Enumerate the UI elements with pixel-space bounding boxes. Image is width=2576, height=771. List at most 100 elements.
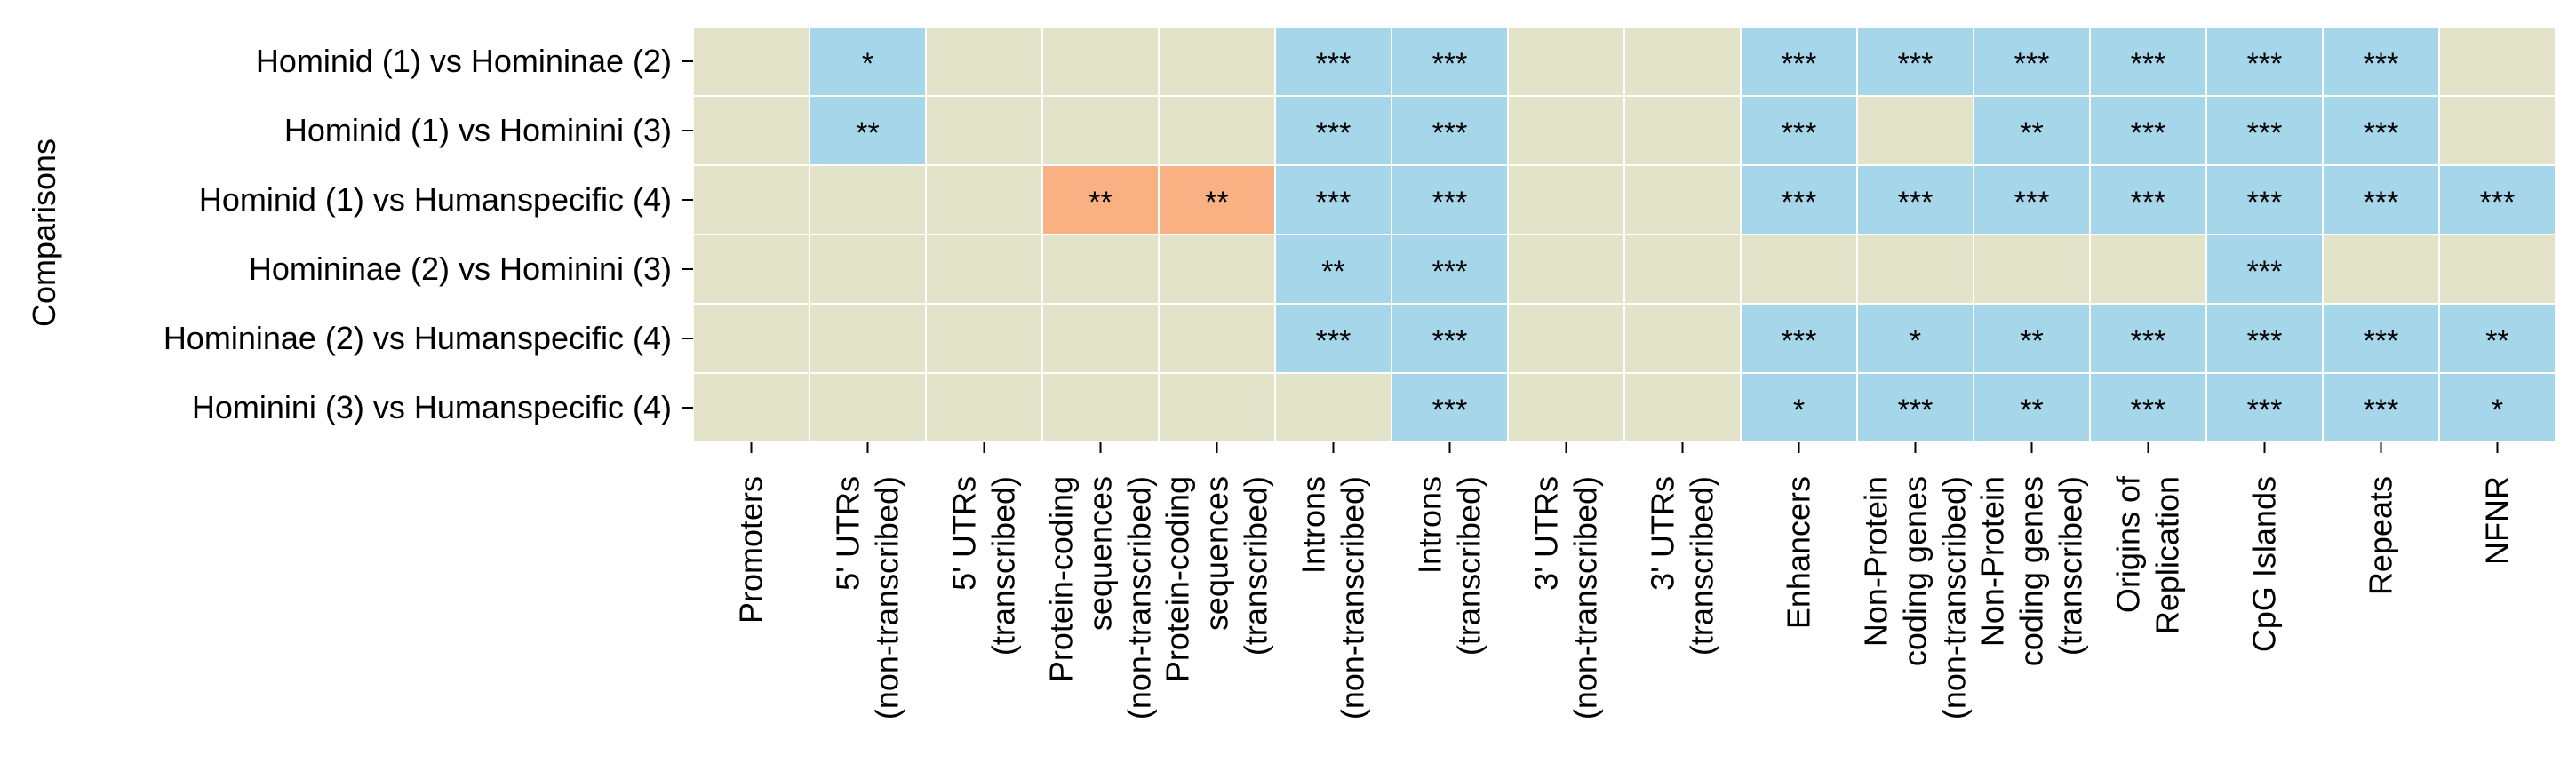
y-tick-label: Hominini (3) vs Humanspecific (4) bbox=[192, 389, 672, 425]
x-tick-label-line: 3' UTRs bbox=[1645, 476, 1681, 591]
heatmap-cell bbox=[2438, 303, 2556, 374]
heatmap-cell bbox=[1973, 95, 2091, 166]
heatmap-cell bbox=[2205, 372, 2324, 443]
cell-annotation: *** bbox=[2131, 47, 2166, 81]
cell-annotation: *** bbox=[2364, 47, 2399, 81]
x-tick-label-line: coding genes bbox=[1897, 476, 1934, 666]
cell-annotation: ** bbox=[2020, 393, 2043, 427]
heatmap-cell bbox=[692, 26, 810, 97]
x-tick-label: Enhancers bbox=[1781, 476, 1817, 629]
cell-annotation: *** bbox=[1316, 116, 1352, 150]
x-tick-label-line: Protein-coding bbox=[1160, 476, 1196, 682]
cell-annotation: ** bbox=[856, 116, 879, 150]
cell-annotation: *** bbox=[2131, 393, 2166, 427]
cell-annotation: ** bbox=[1321, 255, 1344, 289]
x-tick-label: Promoters bbox=[733, 476, 770, 624]
x-tick-label-line: Repeats bbox=[2363, 476, 2399, 595]
cell-annotation: *** bbox=[1898, 186, 1934, 219]
heatmap-cell bbox=[809, 164, 927, 235]
cell-annotation: *** bbox=[1432, 255, 1468, 289]
x-tick-label-line: Enhancers bbox=[1781, 476, 1817, 629]
heatmap-cell bbox=[1041, 164, 1160, 235]
cell-annotation: *** bbox=[2247, 116, 2283, 150]
cell-annotation: *** bbox=[2131, 186, 2166, 219]
heatmap-cell bbox=[1507, 26, 1625, 97]
x-tick-label: 3' UTRs (transcribed) bbox=[1645, 476, 1720, 656]
heatmap-cell bbox=[2322, 234, 2440, 305]
x-tick-label: CpG Islands bbox=[2246, 476, 2283, 652]
cell-annotation: *** bbox=[1782, 116, 1817, 150]
cell-annotation: *** bbox=[1432, 393, 1468, 427]
heatmap-cell bbox=[1856, 234, 1974, 305]
heatmap-cell bbox=[925, 234, 1043, 305]
x-tick-label-line: (non-transcribed) bbox=[1335, 476, 1371, 719]
heatmap-cell bbox=[925, 26, 1043, 97]
x-tick-label-line: (transcribed) bbox=[1684, 476, 1720, 656]
heatmap-cell bbox=[1158, 26, 1276, 97]
y-tick-label: Hominid (1) vs Hominini (3) bbox=[284, 112, 672, 148]
x-tick-label: Protein-coding sequences (transcribed) bbox=[1160, 476, 1274, 682]
heatmap-cell bbox=[1740, 372, 1858, 443]
heatmap-cell bbox=[1507, 164, 1625, 235]
heatmap-cell bbox=[1274, 234, 1392, 305]
heatmap-cell bbox=[692, 164, 810, 235]
x-tick-label: 5' UTRs (transcribed) bbox=[946, 476, 1022, 656]
heatmap-cell bbox=[809, 95, 927, 166]
x-tick-label: Non-Protein coding genes (non-transcribed) bbox=[1858, 476, 1973, 719]
cell-annotation: *** bbox=[1432, 186, 1468, 219]
heatmap-cell bbox=[1391, 164, 1509, 235]
cell-annotation: *** bbox=[2014, 47, 2050, 81]
y-axis: Hominid (1) vs Homininae (2) Hominid (1) … bbox=[163, 43, 693, 425]
heatmap-cell bbox=[2438, 372, 2556, 443]
x-tick-label: Repeats bbox=[2363, 476, 2399, 595]
cell-annotation: * bbox=[862, 47, 873, 81]
x-tick-label-line: 3' UTRs bbox=[1528, 476, 1565, 591]
x-tick-label: Origins of Replication bbox=[2110, 475, 2186, 634]
heatmap-cell bbox=[1623, 26, 1742, 97]
x-tick-label-line: (non-transcribed) bbox=[869, 476, 905, 719]
cell-annotation: *** bbox=[2364, 186, 2399, 219]
heatmap-cell bbox=[809, 234, 927, 305]
cell-annotation: *** bbox=[2247, 393, 2283, 427]
heatmap-cell bbox=[1507, 303, 1625, 374]
x-tick-label-line: Replication bbox=[2149, 476, 2186, 634]
heatmap-cell bbox=[1391, 95, 1509, 166]
heatmap-cell bbox=[692, 234, 810, 305]
cell-annotation: *** bbox=[2364, 324, 2399, 358]
x-axis: Promoters 5' UTRs (non-transcribed) 5' UTRs… bbox=[733, 442, 2516, 719]
heatmap-cell bbox=[1158, 303, 1276, 374]
heatmap-cell bbox=[1041, 234, 1160, 305]
cell-annotation: *** bbox=[1782, 47, 1817, 81]
heatmap-cell bbox=[925, 372, 1043, 443]
x-tick-label-line: (transcribed) bbox=[1238, 476, 1274, 656]
cell-annotation: *** bbox=[1898, 47, 1934, 81]
heatmap-cell bbox=[1740, 234, 1858, 305]
heatmap-cell bbox=[1973, 26, 2091, 97]
heatmap-annotations: * *** *** *** *** *** *** *** ***** *** *** *** ** **… bbox=[856, 47, 2515, 427]
heatmap-cell bbox=[1158, 164, 1276, 235]
cell-annotation: *** bbox=[1782, 324, 1817, 358]
y-tick-label: Hominid (1) vs Homininae (2) bbox=[256, 43, 672, 79]
heatmap-cell bbox=[1158, 234, 1276, 305]
cell-annotation: *** bbox=[2364, 116, 2399, 150]
x-tick-label-line: NFNR bbox=[2479, 476, 2516, 565]
cell-annotation: *** bbox=[1432, 47, 1468, 81]
x-tick-label: Introns (non-transcribed) bbox=[1296, 476, 1371, 719]
x-tick-label-line: Non-Protein bbox=[1858, 476, 1894, 647]
cell-annotation: *** bbox=[1782, 186, 1817, 219]
heatmap-cell bbox=[925, 164, 1043, 235]
heatmap-cell bbox=[2205, 26, 2324, 97]
heatmap-cell bbox=[1507, 372, 1625, 443]
x-tick-label: Non-Protein coding genes (transcribed) bbox=[1974, 476, 2089, 666]
x-tick-label: 3' UTRs (non-transcribed) bbox=[1528, 476, 1604, 719]
cell-annotation: *** bbox=[2247, 47, 2283, 81]
heatmap-cell bbox=[2438, 164, 2556, 235]
heatmap-cell bbox=[2089, 372, 2207, 443]
x-tick-label-line: 5' UTRs bbox=[830, 476, 866, 591]
heatmap-cell bbox=[2438, 26, 2556, 97]
y-tick-label: Hominid (1) vs Humanspecific (4) bbox=[199, 181, 672, 218]
x-tick-label: Introns (transcribed) bbox=[1412, 476, 1487, 656]
x-tick-label-line: (non-transcribed) bbox=[1936, 476, 1973, 719]
cell-annotation: *** bbox=[2131, 116, 2166, 150]
